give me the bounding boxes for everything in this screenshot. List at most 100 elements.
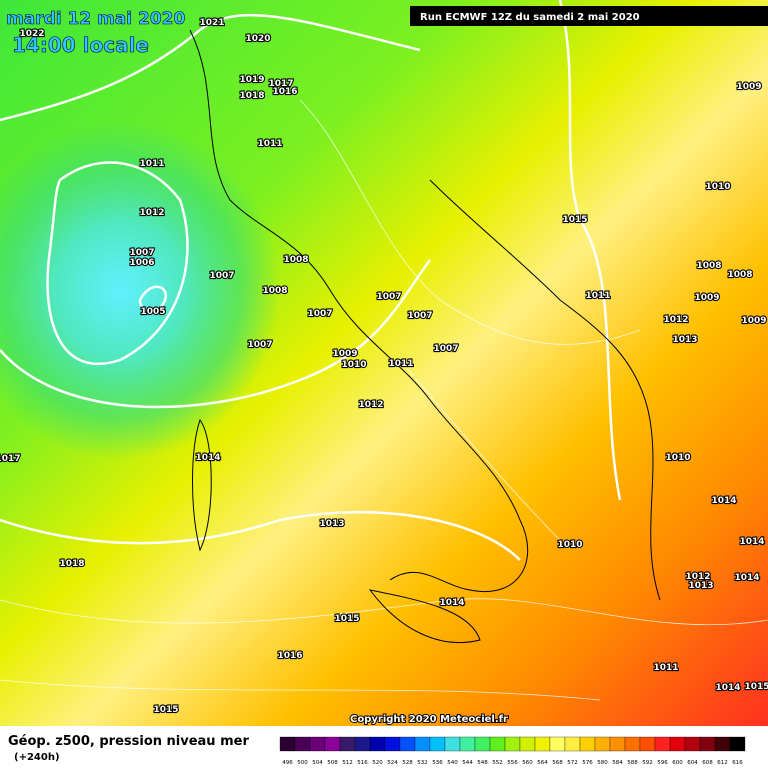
footer-lead: (+240h) (14, 752, 60, 763)
isobar-label: 1008 (283, 255, 308, 265)
isobar-label: 1009 (741, 316, 766, 326)
scale-label: 580 (597, 760, 608, 766)
run-info: Run ECMWF 12Z du samedi 2 mai 2020 (420, 12, 640, 23)
isobar-label: 1014 (715, 683, 740, 693)
scale-label: 500 (297, 760, 308, 766)
isobar-label: 1006 (129, 258, 154, 268)
scale-label: 512 (342, 760, 353, 766)
scale-swatch (369, 736, 386, 752)
scale-swatch (609, 736, 626, 752)
scale-swatch (504, 736, 521, 752)
scale-label: 576 (582, 760, 593, 766)
scale-swatch (714, 736, 731, 752)
isobar-label: 1019 (239, 75, 264, 85)
scale-swatch (444, 736, 461, 752)
scale-label: 588 (627, 760, 638, 766)
scale-swatch (639, 736, 656, 752)
isobar-label: 1014 (734, 573, 759, 583)
scale-swatch (534, 736, 551, 752)
scale-swatch (384, 736, 401, 752)
isobar-label: 1016 (272, 87, 297, 97)
isobar-label: 1010 (557, 540, 582, 550)
scale-swatch (339, 736, 356, 752)
scale-label: 508 (327, 760, 338, 766)
scale-label: 548 (477, 760, 488, 766)
scale-swatch (279, 736, 296, 752)
scale-label: 496 (282, 760, 293, 766)
scale-swatch (354, 736, 371, 752)
isobar-label: 1013 (688, 581, 713, 591)
scale-label: 520 (372, 760, 383, 766)
isobar-label: 1011 (139, 159, 164, 169)
isobar-label: 1007 (407, 311, 432, 321)
scale-label: 552 (492, 760, 503, 766)
isobar-label: 1008 (696, 261, 721, 271)
isobar-label: 1011 (653, 663, 678, 673)
scale-label: 544 (462, 760, 473, 766)
scale-label: 616 (732, 760, 743, 766)
forecast-time: 14:00 locale (12, 33, 149, 57)
scale-swatch (309, 736, 326, 752)
isobar-label: 1014 (711, 496, 736, 506)
isobar-label: 1017 (268, 79, 293, 89)
isobar-label: 1014 (439, 598, 464, 608)
scale-swatch (429, 736, 446, 752)
isobar-label: 1011 (585, 291, 610, 301)
isobars (0, 0, 620, 560)
isobar-label: 1012 (139, 208, 164, 218)
isobar-label: 1011 (388, 359, 413, 369)
isobar-label: 1021 (199, 18, 224, 28)
isobar-label: 1017 (0, 454, 21, 464)
isobar-label: 1012 (663, 315, 688, 325)
scale-label: 568 (552, 760, 563, 766)
isobar-label: 1011 (257, 139, 282, 149)
scale-swatch (459, 736, 476, 752)
scale-label: 540 (447, 760, 458, 766)
scale-swatch (294, 736, 311, 752)
low-pressure-area (0, 120, 280, 460)
scale-swatch (564, 736, 581, 752)
thin-isobars (0, 99, 768, 701)
isobar-label: 1016 (277, 651, 302, 661)
scale-label: 560 (522, 760, 533, 766)
isobar-label: 1015 (334, 614, 359, 624)
scale-swatch (474, 736, 491, 752)
isobar-label: 1007 (129, 248, 154, 258)
isobar-label: 1014 (195, 453, 220, 463)
isobar-label: 1010 (665, 453, 690, 463)
run-banner (410, 6, 768, 26)
scale-label: 584 (612, 760, 623, 766)
scale-label: 612 (717, 760, 728, 766)
isobar-label: 1018 (59, 559, 84, 569)
forecast-date: mardi 12 mai 2020 (6, 9, 185, 29)
coastlines (189, 29, 661, 644)
scale-swatch (624, 736, 641, 752)
scale-label: 528 (402, 760, 413, 766)
scale-label: 524 (387, 760, 398, 766)
isobar-label: 1015 (744, 682, 768, 692)
scale-label: 604 (687, 760, 698, 766)
scale-swatch (549, 736, 566, 752)
isobar-label: 1008 (262, 286, 287, 296)
isobar-label: 1013 (319, 519, 344, 529)
scale-label: 600 (672, 760, 683, 766)
scale-label: 592 (642, 760, 653, 766)
scale-swatch (324, 736, 341, 752)
isobar-label: 1007 (307, 309, 332, 319)
scale-swatch (414, 736, 431, 752)
isobar-label: 1010 (341, 360, 366, 370)
isobar-label: 1015 (153, 705, 178, 715)
scale-swatch (654, 736, 671, 752)
isobar-label: 1008 (727, 270, 752, 280)
isobar-label: 1015 (562, 215, 587, 225)
scale-swatch (684, 736, 701, 752)
scale-label: 572 (567, 760, 578, 766)
isobar-label: 1009 (736, 82, 761, 92)
isobar-labels: 1021 1022 1020 1019 1017 1018 1016 1011 1011 1012… (0, 17, 768, 716)
isobar-label: 1013 (672, 335, 697, 345)
scale-label: 596 (657, 760, 668, 766)
scale-swatch (669, 736, 686, 752)
copyright: Copyright 2020 Meteociel.fr (350, 714, 508, 725)
